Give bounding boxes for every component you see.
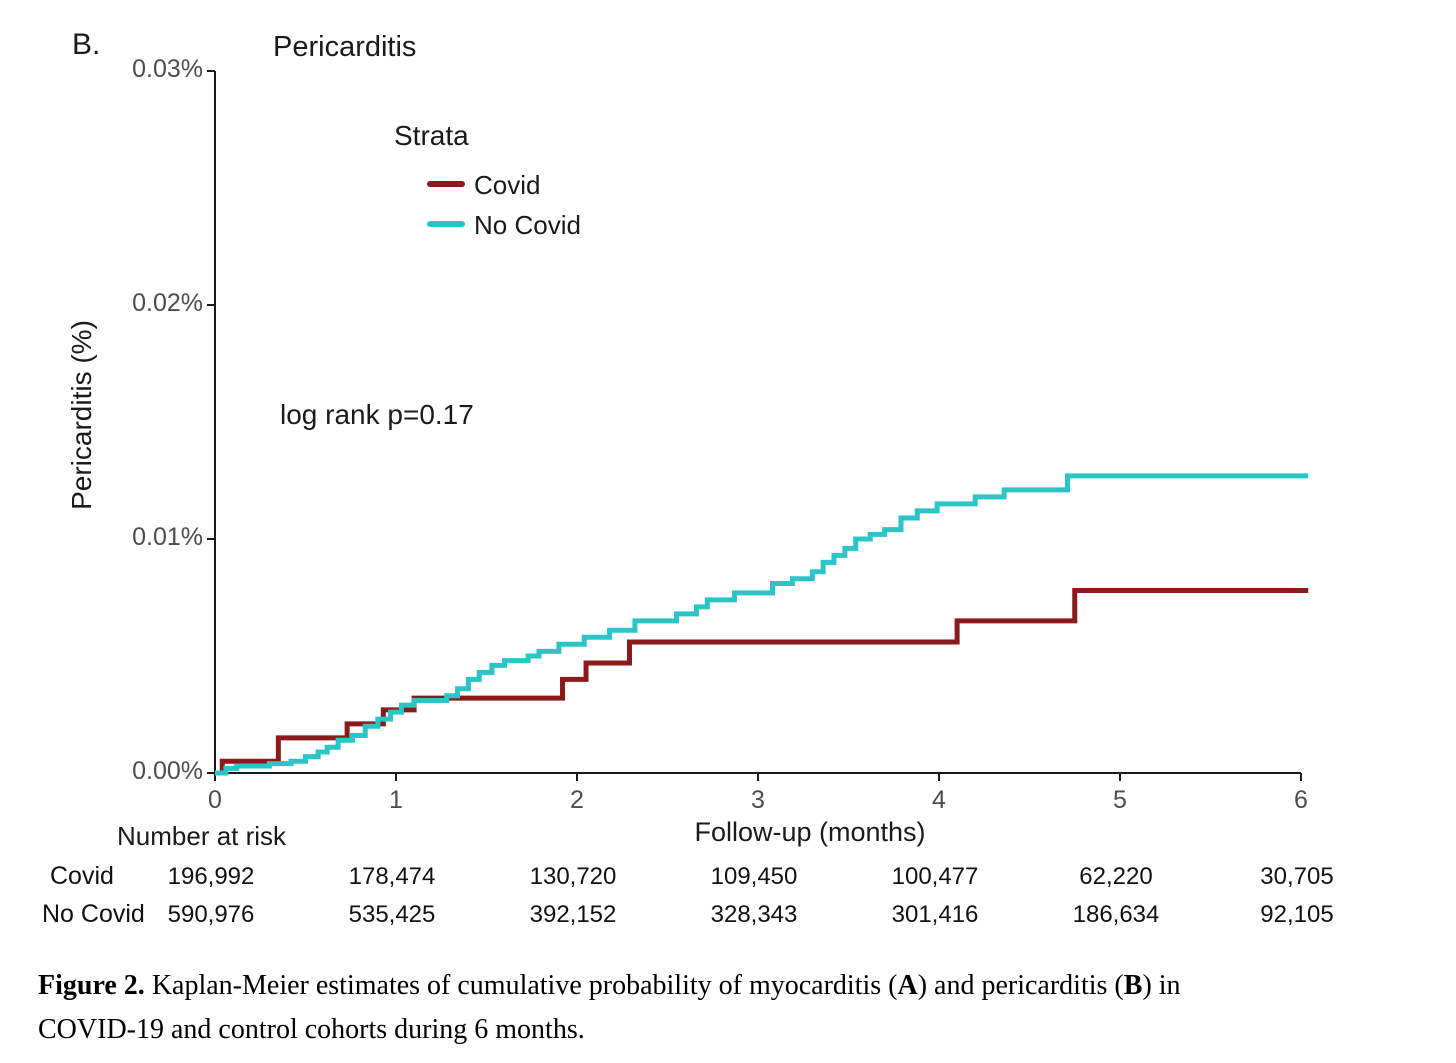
x-tick-label: 6 (1294, 786, 1308, 814)
risk-table-header: Number at risk (117, 821, 287, 851)
log-rank-annotation: log rank p=0.17 (280, 399, 474, 430)
chart-title: Pericarditis (273, 31, 417, 63)
x-tick-label: 0 (208, 786, 222, 814)
covid-legend-swatch (427, 181, 465, 187)
risk-value: 392,152 (529, 901, 617, 928)
risk-value: 92,105 (1260, 901, 1334, 928)
y-tick-label: 0.03% (132, 55, 203, 83)
risk-value: 30,705 (1260, 863, 1334, 890)
risk-value: 196,992 (167, 863, 255, 890)
risk-value: 328,343 (710, 901, 798, 928)
risk-value: 100,477 (891, 863, 979, 890)
legend-title: Strata (394, 120, 469, 151)
risk-value: 535,425 (348, 901, 436, 928)
risk-value: 178,474 (348, 863, 436, 890)
x-tick-label: 1 (389, 786, 403, 814)
risk-value: 109,450 (710, 863, 798, 890)
risk-value: 186,634 (1072, 901, 1160, 928)
panel-label: B. (72, 28, 101, 61)
y-axis-title: Pericarditis (%) (66, 320, 97, 510)
x-tick-label: 5 (1113, 786, 1127, 814)
covid-legend-label: Covid (474, 170, 541, 200)
risk-row-label-covid: Covid (50, 862, 114, 890)
x-tick-label: 3 (751, 786, 765, 814)
risk-value: 301,416 (891, 901, 979, 928)
y-tick-label: 0.01% (132, 523, 203, 551)
x-tick-label: 4 (932, 786, 946, 814)
caption-line: Figure 2. Kaplan-Meier estimates of cumu… (38, 970, 1181, 1001)
risk-row-label-no-covid: No Covid (42, 900, 145, 928)
risk-value: 590,976 (167, 901, 255, 928)
x-axis-title: Follow-up (months) (694, 817, 926, 847)
covid-curve (215, 587, 1309, 776)
risk-value: 130,720 (529, 863, 617, 890)
no-covid-legend-swatch (427, 221, 465, 227)
x-tick-label: 2 (570, 786, 584, 814)
no-covid-curve (215, 473, 1309, 776)
figure-caption: Figure 2. Kaplan-Meier estimates of cumu… (38, 964, 1438, 1052)
no-covid-legend-label: No Covid (474, 210, 581, 240)
y-tick-label: 0.00% (132, 757, 203, 785)
risk-value: 62,220 (1079, 863, 1153, 890)
axis-tick-marks (207, 70, 1302, 781)
y-tick-label: 0.02% (132, 289, 203, 317)
caption-line: COVID-19 and control cohorts during 6 mo… (38, 1014, 585, 1045)
